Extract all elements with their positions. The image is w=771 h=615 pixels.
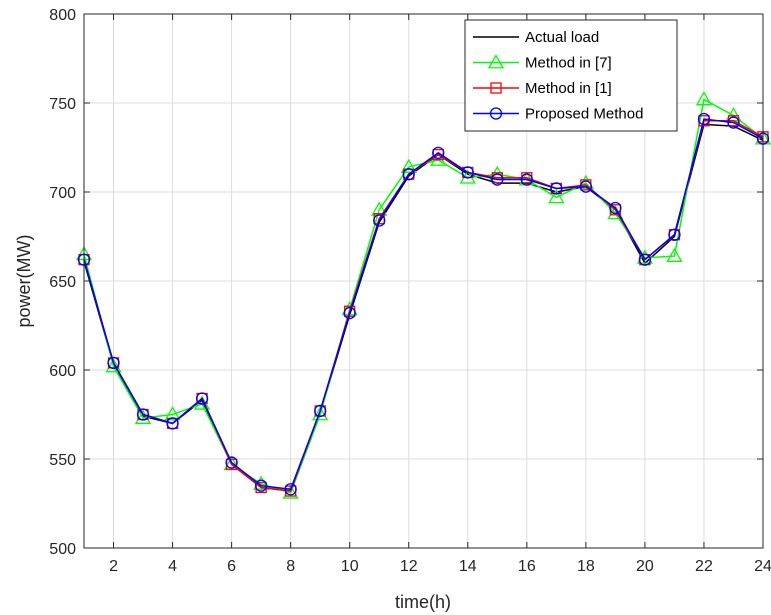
x-tick-label: 14 (459, 558, 477, 575)
data-point (579, 180, 593, 193)
data-point (284, 483, 297, 496)
y-tick-label: 700 (49, 185, 76, 202)
y-tick-label: 550 (49, 452, 76, 469)
y-axis-label: power(MW) (14, 235, 34, 328)
y-tick-label: 500 (49, 541, 76, 558)
data-point (666, 247, 683, 262)
x-tick-label: 16 (518, 558, 536, 575)
data-point (164, 406, 181, 421)
x-tick-label: 10 (341, 558, 359, 575)
x-tick-label: 18 (577, 558, 595, 575)
data-point (697, 112, 711, 126)
legend-label: Method in [7] (525, 55, 612, 72)
legend-item: Proposed Method (473, 106, 643, 123)
data-point (550, 182, 563, 195)
data-point (609, 201, 622, 215)
x-axis-label: time(h) (395, 592, 451, 612)
data-point (373, 214, 386, 227)
legend-box (464, 19, 678, 132)
data-point (638, 253, 652, 266)
data-point (400, 158, 417, 173)
data-point (282, 484, 299, 499)
series-proposed-method (77, 112, 770, 496)
x-tick-label: 20 (636, 558, 654, 575)
data-point (166, 417, 179, 430)
legend-item: Actual load (473, 29, 599, 46)
data-point (254, 479, 268, 492)
x-tick-label: 8 (286, 558, 295, 575)
data-point (136, 408, 150, 421)
data-point (105, 358, 122, 373)
data-point (491, 173, 504, 186)
data-point (727, 116, 740, 129)
x-axis: 2 4 6 8 10 12 14 16 18 20 22 24 (109, 14, 771, 575)
y-tick-label: 650 (49, 274, 76, 291)
y-tick-label: 600 (49, 363, 76, 380)
x-tick-label: 24 (754, 558, 771, 575)
data-point (107, 356, 120, 370)
legend-item: Method in [7] (473, 54, 612, 72)
data-point (432, 146, 445, 159)
x-tick-label: 22 (695, 558, 713, 575)
data-point (195, 392, 209, 405)
x-tick-label: 4 (168, 558, 177, 575)
legend-label: Method in [1] (525, 80, 612, 97)
data-point (461, 166, 474, 179)
legend: Actual load Method in [7] Method in [1] Pro… (464, 19, 678, 132)
y-tick-label: 750 (49, 96, 76, 113)
x-tick-label: 2 (109, 558, 118, 575)
series-group (75, 91, 771, 499)
data-point (668, 228, 681, 241)
legend-label: Actual load (525, 29, 599, 46)
data-point (520, 173, 533, 186)
data-point (548, 189, 565, 204)
data-point (402, 168, 415, 181)
legend-item: Method in [1] (473, 80, 612, 97)
x-tick-label: 6 (227, 558, 236, 575)
legend-label: Proposed Method (525, 106, 643, 123)
legend-marker (487, 54, 505, 69)
data-point (695, 91, 713, 106)
data-point (314, 404, 327, 418)
y-tick-label: 800 (49, 7, 76, 24)
series-line (83, 118, 764, 491)
x-tick-label: 12 (400, 558, 418, 575)
data-point (343, 306, 356, 320)
data-point (225, 456, 238, 469)
data-point (134, 409, 152, 424)
y-axis: 500 550 600 650 700 750 800 (49, 7, 763, 558)
legend-marker (490, 82, 502, 94)
data-point (312, 406, 329, 421)
legend-marker (489, 107, 503, 120)
